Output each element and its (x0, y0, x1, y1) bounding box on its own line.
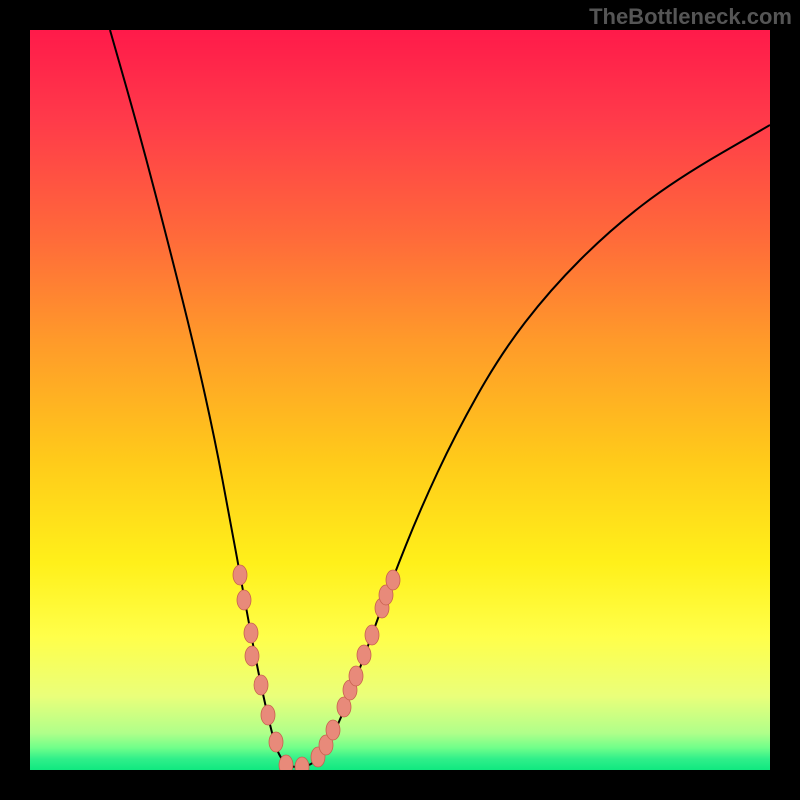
curve-marker (357, 645, 371, 665)
curve-marker (244, 623, 258, 643)
curve-marker (295, 757, 309, 770)
bottleneck-curve (110, 30, 770, 767)
curve-marker (349, 666, 363, 686)
curve-marker (245, 646, 259, 666)
curve-marker (237, 590, 251, 610)
watermark-text: TheBottleneck.com (589, 4, 792, 30)
curve-marker (233, 565, 247, 585)
curve-marker (261, 705, 275, 725)
chart-curve-layer (30, 30, 770, 770)
curve-marker (269, 732, 283, 752)
curve-marker (326, 720, 340, 740)
curve-marker (254, 675, 268, 695)
chart-plot-area (30, 30, 770, 770)
curve-marker (386, 570, 400, 590)
curve-marker (365, 625, 379, 645)
curve-marker (279, 755, 293, 770)
